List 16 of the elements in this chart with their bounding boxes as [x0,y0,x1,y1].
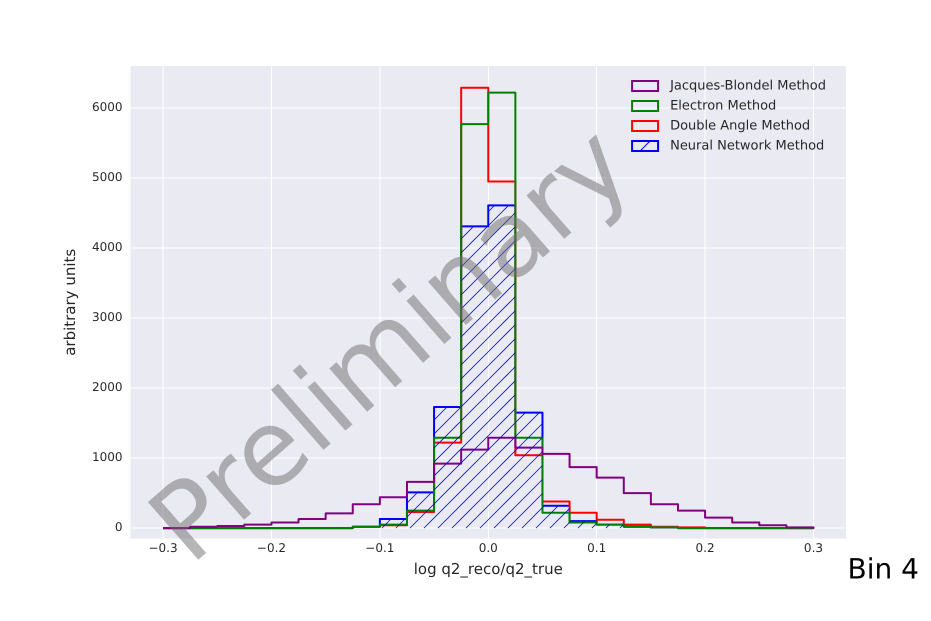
y-axis-title: arbitrary units [60,248,79,356]
x-axis-title: log q2_reco/q2_true [414,560,563,578]
x-tick-label: 0.2 [696,540,715,555]
y-tick-label: 4000 [92,240,123,254]
y-tick-label: 0 [114,520,123,534]
y-tick-label: 2000 [92,380,123,394]
legend-label: Neural Network Method [670,138,824,154]
text: Bin 4 [848,552,919,586]
legend-label: Electron Method [670,98,776,114]
y-tick-label: 3000 [92,310,123,324]
x-tick-label: 0.3 [804,540,824,555]
legend-label: Jacques-Blondel Method [669,78,826,94]
y-tick-label: 5000 [92,170,123,184]
legend-label: Double Angle Method [670,118,810,134]
y-tick-label: 1000 [92,450,123,464]
y-tick-label: 6000 [92,100,123,114]
